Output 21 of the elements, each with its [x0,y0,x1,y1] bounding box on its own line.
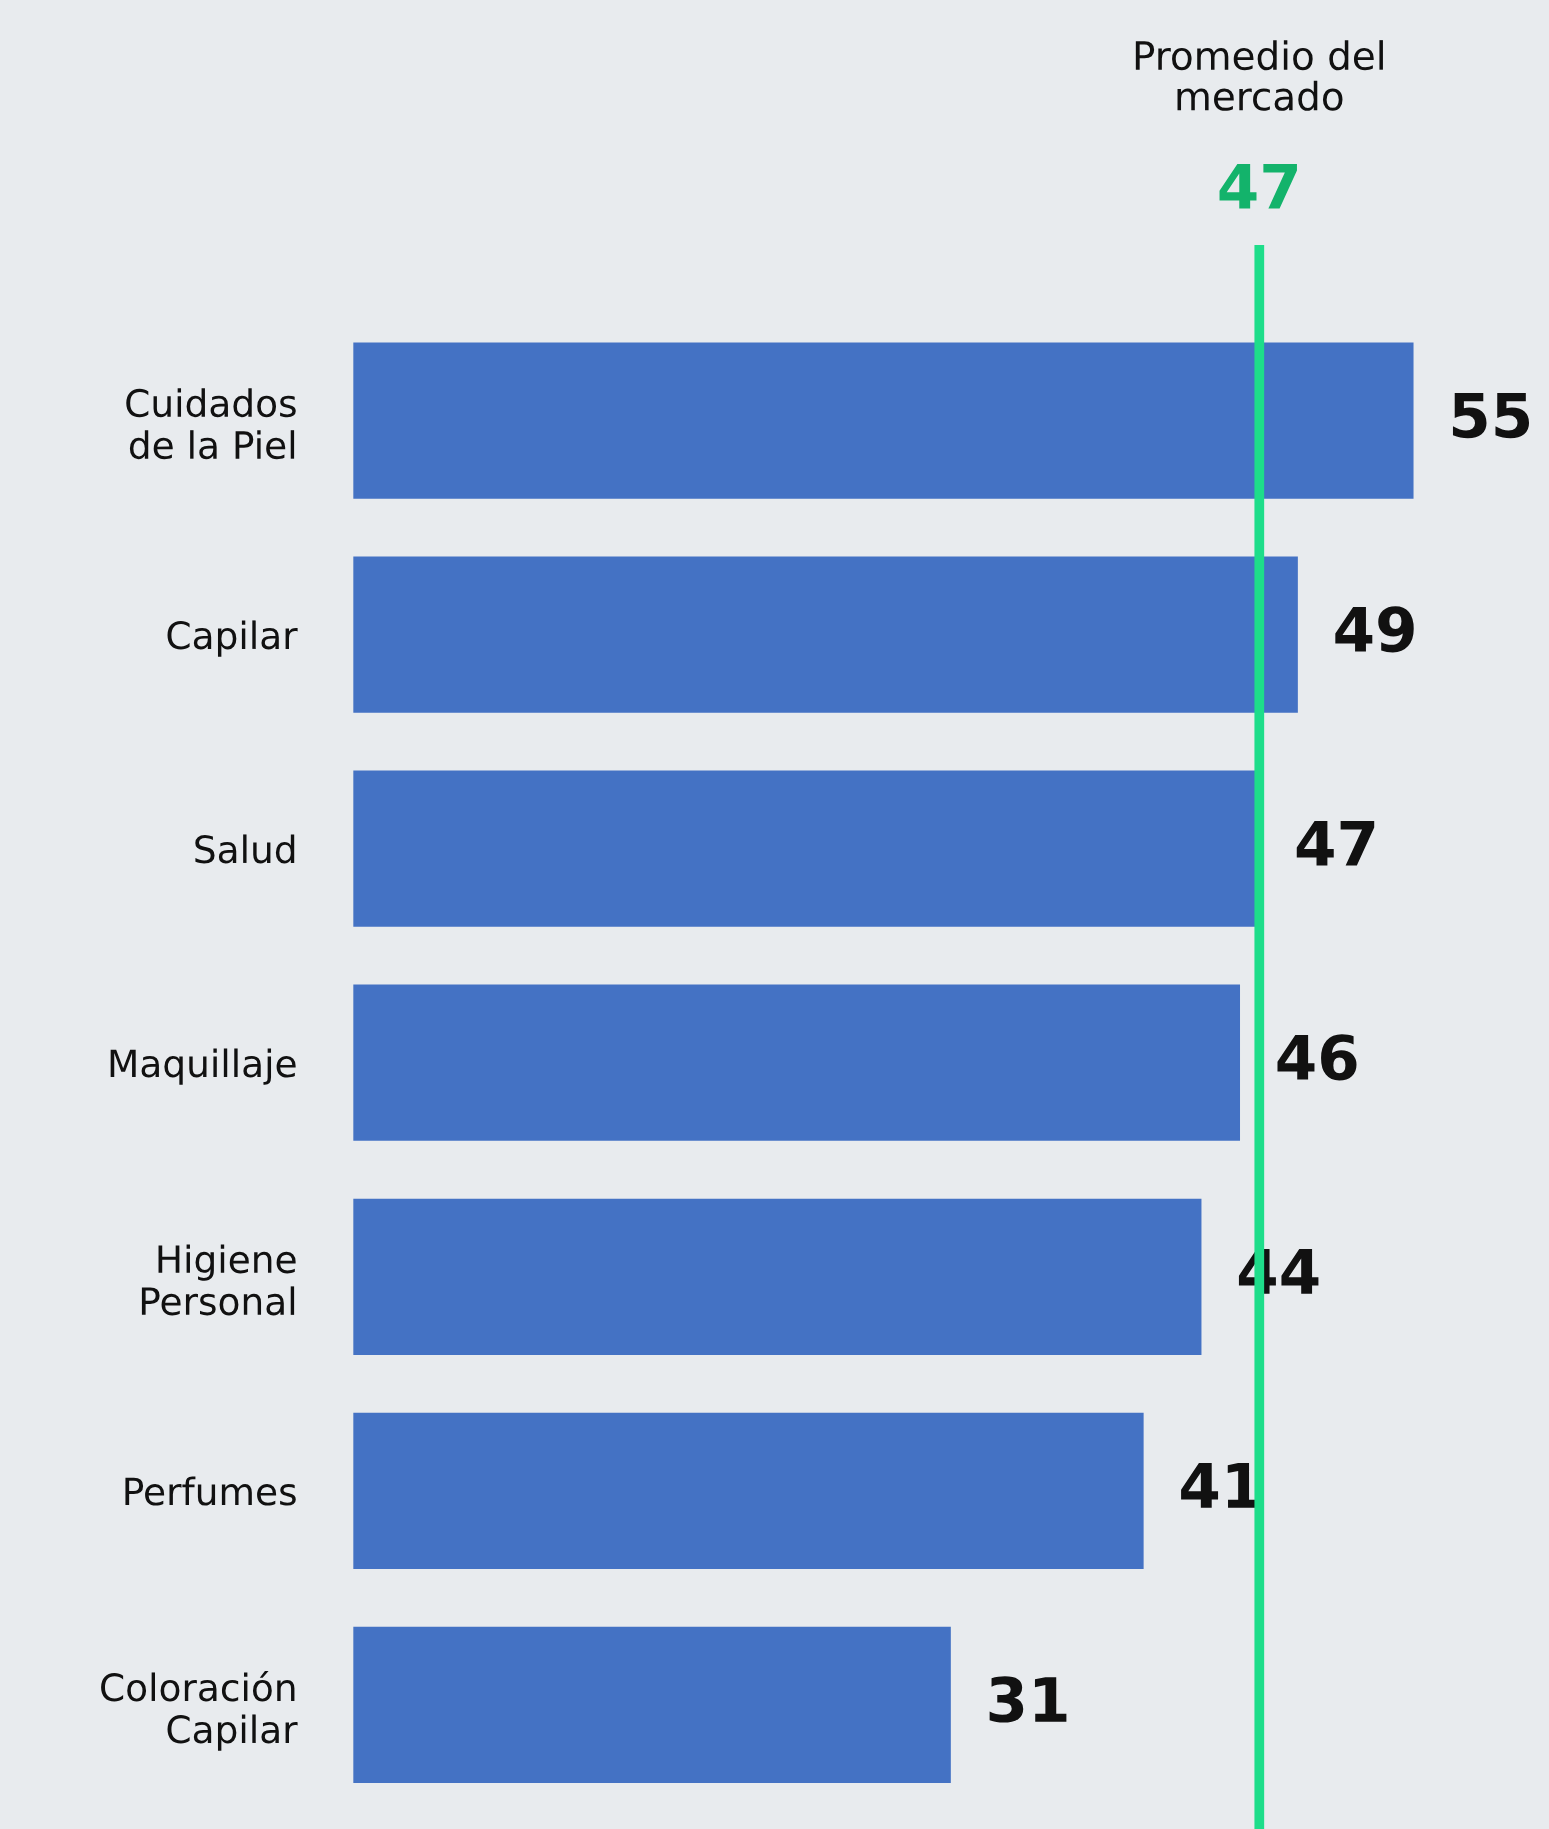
y-tick-label: Perfumes [125,1476,296,1506]
bar [353,1412,1144,1569]
y-tick-label: Salud [195,834,295,864]
data-label: 41 [1181,1463,1260,1508]
bar [353,984,1241,1141]
y-tick-label: Coloración Capilar [101,1670,298,1751]
y-tick-label: Higiene Personal [141,1244,296,1316]
bar [353,342,1414,499]
bar [353,556,1298,713]
bar [353,1626,951,1783]
text: Promedio del mercado [1135,40,1383,111]
y-tick-label: Capilar [167,620,298,657]
y-tick-label: Cuidados de la Piel [126,388,296,460]
y-tick-label: Maquillaje [110,1048,296,1085]
data-label: 47 [1296,820,1375,866]
data-label: 31 [989,1676,1067,1723]
bar [353,1198,1202,1355]
data-label: 46 [1277,1034,1357,1081]
data-label: 55 [1452,392,1530,439]
ref-line-label: 47 [1219,164,1297,209]
data-label: 49 [1335,606,1414,653]
